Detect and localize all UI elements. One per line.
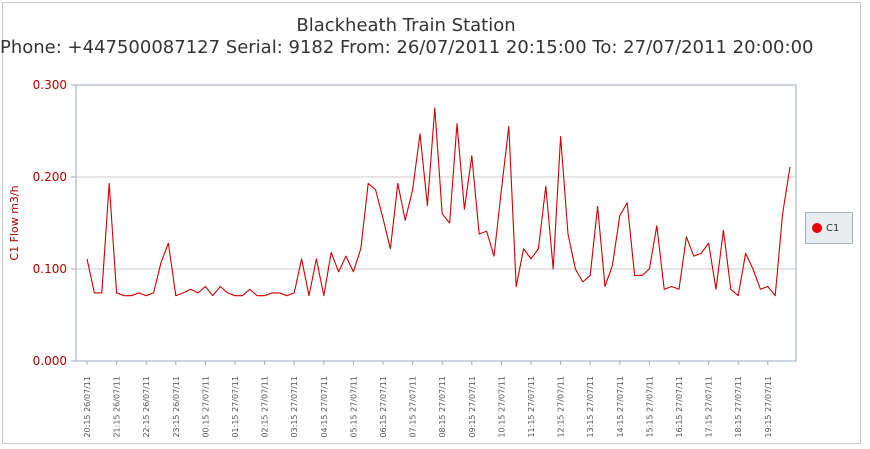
- legend[interactable]: C1: [805, 212, 853, 244]
- x-tick-label: 09:15 27/07/11: [468, 376, 477, 438]
- y-tick-label: 0.300: [33, 78, 67, 92]
- chart-subtitle: Phone: +447500087127 Serial: 9182 From: …: [0, 37, 814, 58]
- x-tick-label: 05:15 27/07/11: [349, 376, 358, 438]
- x-tick-label: 07:15 27/07/11: [409, 376, 418, 438]
- x-tick-label: 18:15 27/07/11: [734, 376, 743, 438]
- y-axis-title: C1 Flow m3/h: [8, 185, 21, 260]
- y-tick-label: 0.100: [33, 262, 67, 276]
- x-tick-label: 23:15 26/07/11: [172, 376, 181, 438]
- x-tick-label: 15:15 27/07/11: [645, 376, 654, 438]
- x-tick-label: 01:15 27/07/11: [231, 376, 240, 438]
- x-tick-label: 17:15 27/07/11: [705, 376, 714, 438]
- x-tick-label: 19:15 27/07/11: [764, 376, 773, 438]
- x-tick-label: 16:15 27/07/11: [675, 376, 684, 438]
- chart-frame: [2, 2, 861, 444]
- series-line-c1: [86, 107, 791, 297]
- x-tick-label: 00:15 27/07/11: [201, 376, 210, 438]
- x-tick-label: 10:15 27/07/11: [497, 376, 506, 438]
- legend-label-c1: C1: [826, 222, 840, 234]
- x-tick-label: 12:15 27/07/11: [557, 376, 566, 438]
- y-tick-label: 0.200: [33, 170, 67, 184]
- plot-area: [75, 84, 797, 362]
- x-tick-label: 20:15 26/07/11: [83, 376, 92, 438]
- x-tick-label: 06:15 27/07/11: [379, 376, 388, 438]
- legend-marker-c1: [812, 223, 822, 233]
- x-tick-label: 14:15 27/07/11: [616, 376, 625, 438]
- x-tick-label: 11:15 27/07/11: [527, 376, 536, 438]
- x-tick-label: 02:15 27/07/11: [261, 376, 270, 438]
- x-tick-label: 03:15 27/07/11: [290, 376, 299, 438]
- chart-title: Blackheath Train Station: [296, 15, 516, 36]
- x-tick-label: 13:15 27/07/11: [586, 376, 595, 438]
- x-tick-label: 21:15 26/07/11: [113, 376, 122, 438]
- x-tick-label: 22:15 26/07/11: [142, 376, 151, 438]
- x-tick-label: 04:15 27/07/11: [320, 376, 329, 438]
- x-tick-label: 08:15 27/07/11: [438, 376, 447, 438]
- y-tick-label: 0.000: [33, 354, 67, 368]
